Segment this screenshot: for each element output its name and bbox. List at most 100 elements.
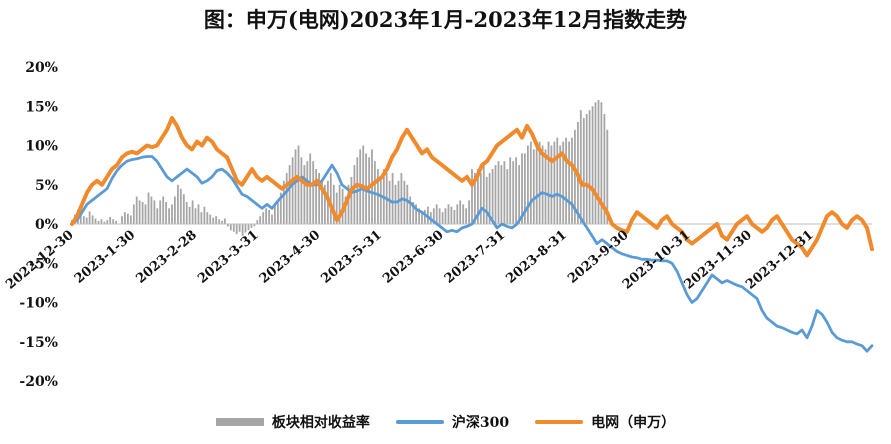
relative-return-bar-151 [518,165,520,224]
relative-return-bar-39 [188,206,191,224]
relative-return-bar-53 [229,224,232,231]
relative-return-bar-49 [218,219,220,224]
relative-return-bar-93 [347,184,350,225]
relative-return-bar-27 [153,200,156,224]
relative-return-bar-85 [324,184,326,225]
x-tick-label: 2023-4-30 [257,228,323,287]
relative-return-bar-13 [109,216,112,224]
relative-return-bar-181 [606,129,609,224]
relative-return-bar-180 [603,114,606,224]
relative-return-bar-122 [432,208,435,224]
relative-return-bar-114 [409,196,412,224]
relative-return-bar-78 [303,165,306,224]
relative-return-bar-140 [485,176,488,224]
relative-return-bar-167 [565,137,567,224]
chart-title: 图：申万(电网)2023年1月-2023年12月指数走势 [203,7,688,32]
relative-return-bar-82 [315,169,317,224]
relative-return-bar-125 [441,212,444,224]
relative-return-bar-72 [285,173,288,224]
x-tick-label: 2023-9-30 [565,228,631,287]
relative-return-bar-67 [271,214,273,224]
relative-return-bar-143 [494,165,497,224]
relative-return-bar-59 [247,224,250,231]
relative-return-bar-160 [544,149,547,224]
relative-return-bar-22 [138,200,141,224]
relative-return-bar-7 [91,215,94,224]
relative-return-bar-90 [338,184,341,225]
y-tick-label: 10% [25,139,58,155]
relative-return-bar-89 [335,192,338,224]
relative-return-bar-42 [197,204,200,224]
relative-return-bar-28 [156,208,159,224]
relative-return-bar-132 [462,204,465,224]
relative-return-bar-178 [597,100,600,224]
relative-return-bar-92 [344,196,347,224]
relative-return-bar-43 [200,212,203,224]
relative-return-bar-46 [209,214,212,224]
relative-return-bar-36 [179,188,182,224]
relative-return-bar-124 [438,208,441,224]
relative-return-bar-58 [244,224,247,233]
relative-return-bar-112 [403,180,406,224]
relative-return-bar-71 [282,180,285,224]
relative-return-bar-62 [256,220,259,224]
y-tick-label: -10% [19,296,58,312]
relative-return-bar-18 [127,213,129,224]
relative-return-bar-161 [547,141,550,224]
relative-return-bar-8 [94,218,97,224]
legend-item-relative-return: 板块相对收益率 [215,412,370,432]
relative-return-bar-107 [388,180,391,224]
relative-return-bar-80 [309,153,312,224]
relative-return-bar-136 [474,173,476,224]
relative-return-bar-55 [235,224,238,235]
relative-return-bar-116 [415,204,417,224]
relative-return-bar-133 [465,208,467,224]
relative-return-bar-95 [353,165,356,224]
grid-index-line [70,116,874,258]
relative-return-bar-20 [132,204,135,224]
y-tick-label: 0% [35,217,58,233]
relative-return-bar-153 [524,153,526,224]
relative-return-bar-168 [568,141,570,224]
relative-return-bar-108 [391,173,394,224]
relative-return-bar-94 [350,176,353,224]
relative-return-bar-16 [121,216,123,224]
relative-return-bar-25 [147,192,150,224]
relative-return-bar-139 [482,165,485,224]
hs300-line [70,155,874,353]
relative-return-bar-51 [224,218,226,224]
relative-return-bar-84 [321,180,323,224]
relative-return-bar-14 [112,219,115,224]
y-tick-label: -5% [29,256,58,272]
relative-return-bar-4 [82,216,85,224]
relative-return-bar-26 [150,196,153,224]
relative-return-bar-76 [297,145,300,224]
relative-return-bar-103 [377,169,379,224]
relative-return-bar-130 [456,204,459,224]
relative-return-bar-11 [103,221,106,224]
legend-swatch-hs300 [395,420,444,424]
relative-return-bar-69 [277,200,279,224]
relative-return-bar-17 [124,212,126,224]
relative-return-bar-81 [312,161,315,224]
relative-return-bar-88 [332,184,335,225]
relative-return-bar-172 [579,110,582,224]
relative-return-bar-137 [477,169,479,224]
relative-return-bar-37 [182,194,185,224]
legend-item-grid-index: 电网（申万） [535,412,675,432]
relative-return-bar-138 [479,173,482,224]
relative-return-bar-164 [556,137,559,224]
relative-return-bar-19 [129,215,132,224]
relative-return-bar-29 [159,200,162,224]
relative-return-bar-23 [141,202,144,224]
relative-return-bar-77 [300,157,303,224]
relative-return-bar-119 [424,209,426,224]
relative-return-bar-45 [206,212,209,224]
relative-return-bar-158 [538,141,541,224]
x-tick-label: 2023-2-28 [133,228,199,287]
relative-return-bar-117 [418,208,420,224]
relative-return-bar-134 [468,200,470,224]
relative-return-bar-83 [318,173,320,224]
relative-return-bar-115 [412,202,415,224]
relative-return-bar-129 [453,209,456,224]
